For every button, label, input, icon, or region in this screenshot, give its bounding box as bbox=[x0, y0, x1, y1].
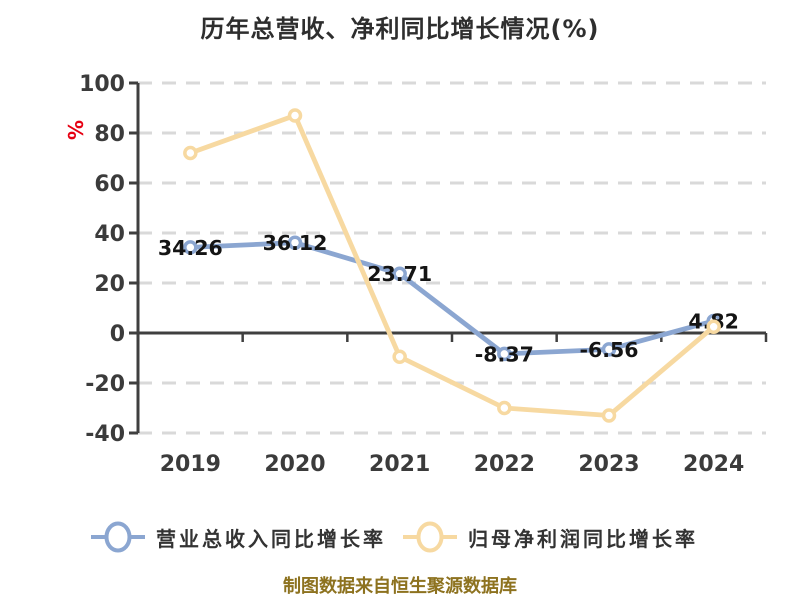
data-point bbox=[183, 240, 198, 255]
y-tick-label: 40 bbox=[94, 222, 125, 247]
y-tick-label: 0 bbox=[110, 322, 125, 347]
net-profit-legend-marker-icon bbox=[403, 521, 457, 553]
y-tick-label: 20 bbox=[94, 272, 125, 297]
legend-label-revenue: 营业总收入同比增长率 bbox=[156, 526, 386, 551]
data-point-label: 23.71 bbox=[367, 262, 432, 286]
series-line bbox=[187, 113, 717, 418]
y-tick-label: 60 bbox=[94, 172, 125, 197]
footer-credit: 制图数据来自恒生聚源数据库 bbox=[283, 576, 517, 597]
data-point bbox=[287, 235, 303, 250]
x-tick-label: 2021 bbox=[369, 452, 430, 477]
legend-item-revenue: 营业总收入同比增长率 bbox=[90, 520, 386, 554]
x-tick-label: 2022 bbox=[474, 452, 535, 477]
data-point bbox=[287, 108, 303, 123]
y-tick-label: -40 bbox=[85, 422, 125, 447]
revenue-legend-marker-icon bbox=[91, 521, 145, 553]
x-tick-label: 2019 bbox=[160, 452, 221, 477]
data-point bbox=[497, 346, 512, 362]
data-point-label: -8.37 bbox=[475, 342, 534, 366]
data-point bbox=[601, 408, 617, 423]
x-tick-label: 2020 bbox=[264, 452, 325, 477]
legend-item-net-profit: 归母净利润同比增长率 bbox=[402, 520, 698, 554]
data-point bbox=[392, 266, 407, 281]
data-point-label: 36.12 bbox=[263, 231, 328, 255]
x-tick-label: 2023 bbox=[578, 452, 639, 477]
chart-title: 历年总营收、净利同比增长情况(%) bbox=[200, 15, 600, 43]
data-point bbox=[183, 145, 198, 161]
data-point-label: 34.26 bbox=[158, 236, 223, 260]
chart-legend: 营业总收入同比增长率 归母净利润同比增长率 bbox=[90, 519, 800, 555]
y-tick-label: 100 bbox=[79, 72, 125, 97]
y-tick-label: 80 bbox=[94, 122, 125, 147]
series-line bbox=[187, 240, 717, 357]
data-point bbox=[497, 400, 512, 416]
data-point bbox=[601, 342, 617, 357]
y-tick-label: -20 bbox=[85, 372, 125, 397]
data-point-label: -6.56 bbox=[579, 338, 638, 362]
data-point bbox=[392, 349, 407, 364]
x-tick-label: 2024 bbox=[683, 452, 744, 477]
legend-label-net-profit: 归母净利润同比增长率 bbox=[468, 526, 698, 551]
data-point bbox=[706, 319, 721, 334]
